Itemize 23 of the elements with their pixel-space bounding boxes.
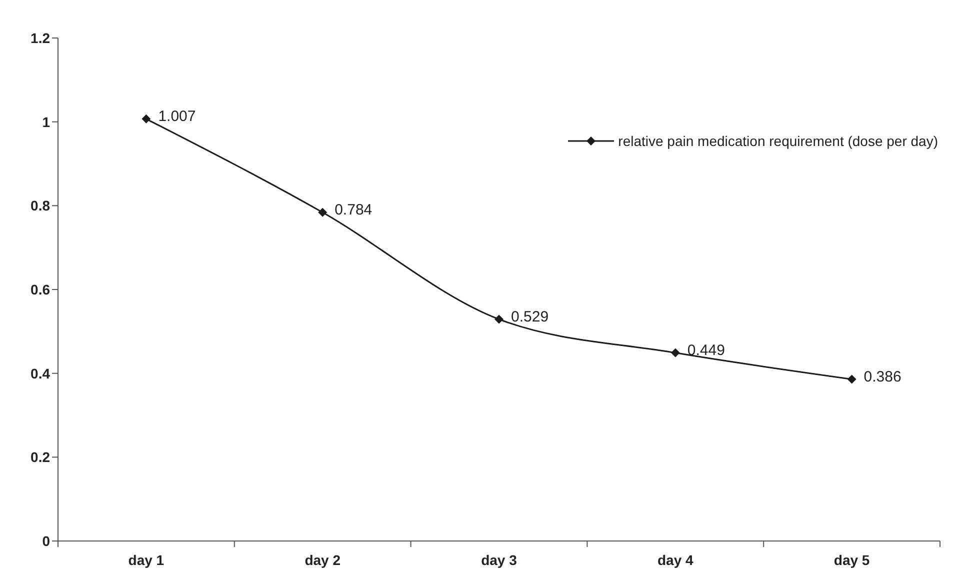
- y-tick-label: 0.8: [30, 198, 50, 214]
- point: [670, 348, 680, 358]
- point: [142, 114, 151, 124]
- data-label: 0.449: [687, 342, 725, 360]
- data-label: 0.784: [334, 202, 372, 219]
- y-tick-label: 1.2: [30, 30, 50, 46]
- x-tick-label: day 5: [834, 552, 870, 568]
- x-tick-label: day 4: [657, 552, 694, 568]
- x-tick-label: day 2: [304, 552, 341, 568]
- y-tick-label: 0.4: [30, 365, 50, 382]
- point: [494, 314, 504, 324]
- y-tick-label: 0.2: [30, 449, 50, 466]
- point: [318, 208, 328, 217]
- point: [847, 374, 856, 384]
- y-tick-label: 0.6: [30, 281, 50, 298]
- x-tick-label: day 3: [481, 552, 518, 568]
- data-label: 0.386: [864, 368, 902, 386]
- x-tick-label: day 1: [128, 552, 164, 568]
- y-tick-label: 1: [42, 114, 50, 130]
- y-tick-label: 0: [42, 532, 50, 549]
- data-label: 0.529: [511, 308, 549, 326]
- data-label: 1.007: [158, 108, 196, 126]
- legend-label: relative pain medication requirement (dose per day): [618, 133, 938, 149]
